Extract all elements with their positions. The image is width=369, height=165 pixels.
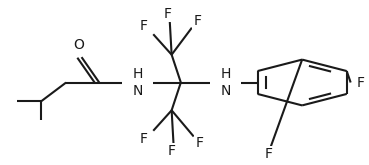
Text: F: F	[195, 136, 203, 150]
Text: H
N: H N	[132, 67, 143, 98]
Text: F: F	[140, 19, 148, 33]
Text: F: F	[168, 144, 176, 158]
Text: F: F	[193, 14, 201, 28]
Text: F: F	[265, 147, 273, 161]
Text: H
N: H N	[221, 67, 231, 98]
Text: F: F	[357, 76, 365, 89]
Text: F: F	[140, 132, 148, 146]
Text: O: O	[73, 38, 84, 52]
Text: F: F	[164, 7, 172, 21]
